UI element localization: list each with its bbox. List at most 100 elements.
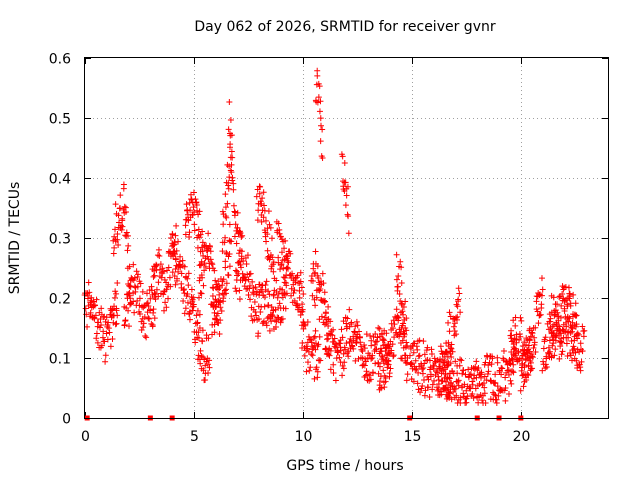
data-point	[531, 334, 538, 341]
data-point	[254, 217, 261, 224]
data-point	[525, 372, 532, 379]
data-point	[450, 323, 457, 330]
data-point	[341, 160, 348, 167]
data-point	[517, 387, 524, 394]
data-point	[266, 291, 273, 298]
data-point	[541, 338, 548, 345]
data-point	[205, 370, 212, 377]
data-point	[561, 308, 568, 315]
data-point	[512, 322, 519, 329]
axis-ticks: 0 0.1 0.2 0.3 0.4 0.5 0.6 0 5 10 15 20	[49, 52, 608, 445]
y-tick-label: 0.4	[49, 172, 71, 188]
data-point	[422, 387, 429, 394]
chart-title: Day 062 of 2026, SRMTID for receiver gvn…	[194, 19, 495, 35]
data-point	[290, 290, 297, 297]
data-point	[153, 262, 160, 269]
data-point	[223, 214, 230, 221]
data-point	[465, 374, 472, 381]
data-point	[154, 252, 161, 259]
data-point	[444, 393, 451, 400]
data-point	[172, 265, 179, 272]
data-point	[134, 283, 141, 290]
data-point	[279, 286, 286, 293]
data-point	[316, 287, 323, 294]
data-point	[224, 200, 231, 207]
data-point	[526, 337, 533, 344]
data-point	[173, 222, 180, 229]
data-point	[532, 324, 539, 331]
data-point	[340, 350, 347, 357]
data-point	[555, 313, 562, 320]
data-point	[532, 349, 539, 356]
data-point	[301, 321, 308, 328]
data-point	[202, 362, 209, 369]
data-point	[160, 291, 167, 298]
data-point	[429, 381, 436, 388]
data-point	[279, 315, 286, 322]
data-point	[270, 292, 277, 299]
data-point	[193, 199, 200, 206]
data-point	[312, 269, 319, 276]
data-point	[494, 354, 501, 361]
data-point	[389, 341, 396, 348]
data-point	[340, 178, 347, 185]
data-point	[446, 375, 453, 382]
data-point	[207, 248, 214, 255]
data-point	[226, 221, 233, 228]
data-point	[300, 325, 307, 332]
data-point	[194, 244, 201, 251]
data-point	[253, 288, 260, 295]
data-point	[416, 352, 423, 359]
data-point	[314, 368, 321, 375]
data-point	[261, 294, 268, 301]
data-point	[386, 350, 393, 357]
data-point	[559, 348, 566, 355]
data-point	[564, 313, 571, 320]
data-point	[395, 317, 402, 324]
data-point	[389, 325, 396, 332]
data-point	[144, 299, 151, 306]
data-point	[441, 366, 448, 373]
x-axis-label: GPS time / hours	[286, 458, 403, 474]
data-point	[172, 256, 179, 263]
data-point	[91, 315, 98, 322]
data-point	[265, 288, 272, 295]
data-point	[426, 394, 433, 401]
data-point	[543, 363, 550, 370]
data-point	[161, 307, 168, 314]
data-point	[547, 348, 554, 355]
data-point	[186, 316, 193, 323]
data-point	[135, 271, 142, 278]
data-point	[227, 154, 234, 161]
data-point	[114, 280, 121, 287]
data-point	[570, 291, 577, 298]
data-point	[508, 380, 515, 387]
data-point	[280, 265, 287, 272]
data-point	[266, 221, 273, 228]
data-point	[101, 338, 108, 345]
data-point	[393, 276, 400, 283]
data-point	[558, 351, 565, 358]
data-point	[523, 356, 530, 363]
data-point	[428, 350, 435, 357]
data-point	[247, 270, 254, 277]
data-point	[285, 259, 292, 266]
data-point	[504, 367, 511, 374]
data-point	[284, 257, 291, 264]
data-point	[314, 263, 321, 270]
data-point	[171, 251, 178, 258]
data-point	[260, 189, 267, 196]
data-point	[449, 348, 456, 355]
data-point	[106, 329, 113, 336]
data-point	[294, 272, 301, 279]
data-point	[551, 321, 558, 328]
data-point	[285, 265, 292, 272]
data-point	[399, 308, 406, 315]
data-point	[377, 373, 384, 380]
data-point	[104, 322, 111, 329]
data-point	[397, 258, 404, 265]
data-point	[291, 297, 298, 304]
data-point	[459, 370, 466, 377]
data-point	[220, 221, 227, 228]
data-point	[321, 289, 328, 296]
